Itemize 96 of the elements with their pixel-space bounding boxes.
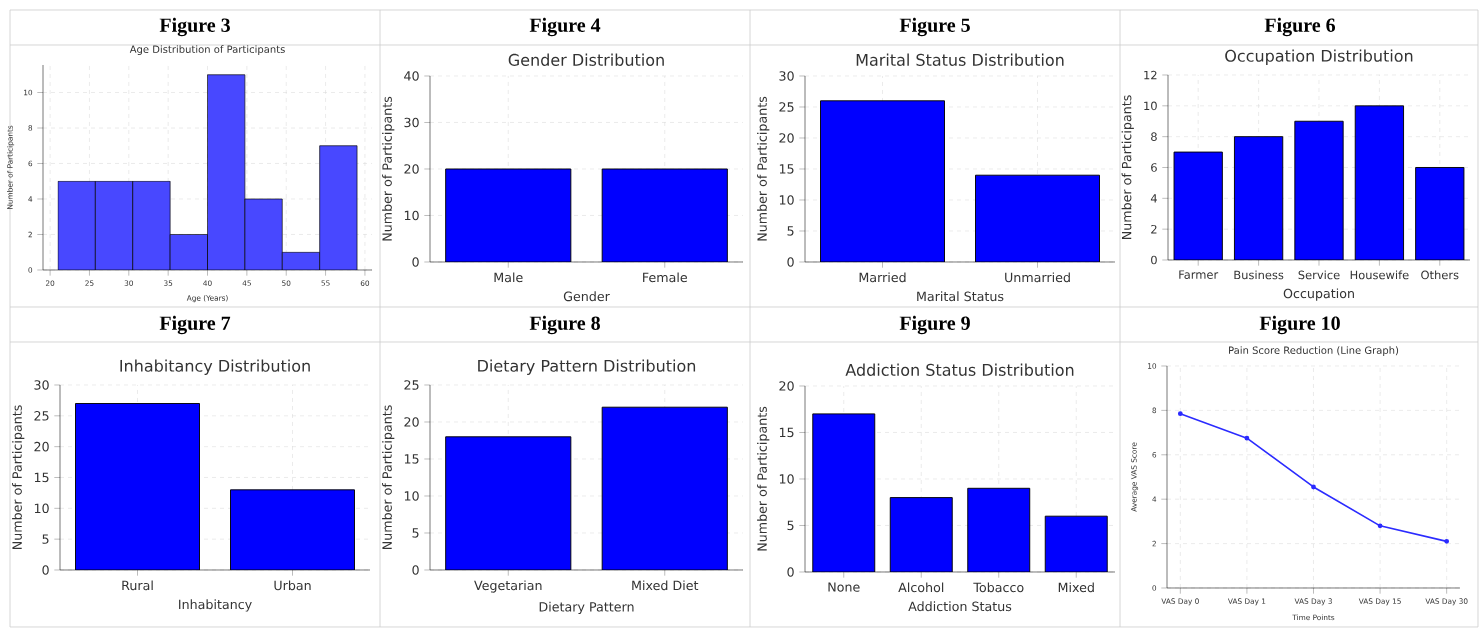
- y-axis-title: Number of Participants: [12, 405, 25, 550]
- chart-title: Figure 4: [529, 17, 601, 37]
- y-axis-title: Number of Participants: [382, 96, 395, 241]
- x-axis-title: Inhabitancy: [179, 599, 252, 612]
- chart-subtitle: Addiction Status Distribution: [845, 363, 1074, 376]
- y-axis-title: Number of Participants: [1121, 95, 1134, 240]
- y-tick-label: 4: [1150, 194, 1157, 203]
- x-tick-label: Alcohol: [898, 582, 944, 593]
- x-tick-label: Vegetarian: [474, 580, 542, 593]
- x-tick-label: Urban: [274, 580, 311, 591]
- x-tick-label: Unmarried: [1005, 272, 1070, 283]
- x-tick-label: Married: [859, 272, 906, 283]
- y-tick-label: 10: [404, 491, 419, 501]
- y-tick-label: 0: [42, 565, 49, 575]
- bar: [1173, 151, 1223, 260]
- chart-subtitle: Occupation Distribution: [1225, 49, 1413, 65]
- chart-title: Figure 5: [899, 17, 970, 37]
- y-tick-label: 15: [779, 427, 794, 438]
- chart-title: Figure 3: [159, 17, 230, 37]
- point: [1177, 411, 1183, 417]
- y-tick-label: 0: [787, 567, 794, 577]
- x-tick-label: Farmer: [1179, 270, 1219, 279]
- y-tick-label: 5: [412, 528, 419, 538]
- y-tick-label: 25: [34, 411, 49, 421]
- x-tick-label: Business: [1234, 270, 1284, 280]
- y-tick-label: 5: [787, 226, 794, 236]
- y-tick-label: 5: [42, 534, 49, 544]
- chart-subtitle: Age Distribution of Participants: [129, 45, 285, 55]
- y-tick-label: 0: [1151, 255, 1157, 265]
- y-axis-title: Number of Participants: [382, 405, 395, 550]
- chart-subtitle: Pain Score Reduction (Line Graph): [1229, 346, 1399, 356]
- point: [1377, 523, 1383, 529]
- x-tick-label: Male: [494, 272, 523, 283]
- y-tick-label: 20: [779, 381, 794, 391]
- chart-subtitle: Marital Status Distribution: [856, 53, 1064, 66]
- x-axis-title: Occupation: [1283, 288, 1354, 301]
- y-tick-label: 15: [779, 164, 794, 174]
- chart-title: Figure 6: [1264, 17, 1336, 37]
- y-tick-label: 40: [404, 71, 419, 81]
- x-tick-label: Others: [1421, 270, 1459, 280]
- y-tick-label: 10: [34, 503, 49, 514]
- y-tick-label: 12: [1144, 70, 1157, 80]
- x-tick-label: Mixed: [1058, 582, 1094, 593]
- y-tick-label: 15: [404, 454, 419, 464]
- y-tick-label: 2: [1151, 224, 1157, 234]
- y-tick-label: 30: [404, 117, 419, 128]
- y-tick-label: 10: [779, 474, 794, 484]
- x-axis-title: Gender: [563, 291, 610, 302]
- y-tick-label: 0: [787, 257, 794, 267]
- y-tick-label: 15: [34, 472, 49, 483]
- y-axis-title: Number of Participants: [757, 406, 770, 551]
- y-tick-label: 20: [404, 417, 419, 427]
- y-tick-label: 10: [1144, 101, 1157, 111]
- x-tick-label: Tobacco: [973, 582, 1024, 593]
- x-axis-title: Dietary Pattern: [539, 601, 634, 615]
- y-tick-label: 0: [412, 565, 419, 575]
- y-tick-label: 0: [412, 257, 419, 267]
- bar: [1233, 136, 1284, 260]
- x-tick-label: Housewife: [1350, 270, 1409, 280]
- y-tick-label: 8: [1151, 132, 1157, 141]
- chart-subtitle: Gender Distribution: [508, 53, 664, 66]
- chart-subtitle: Inhabitancy Distribution: [120, 359, 310, 375]
- x-axis-title: Addiction Status: [908, 601, 1012, 612]
- y-tick-label: 30: [779, 71, 794, 81]
- chart-subtitle: Dietary Pattern Distribution: [478, 359, 696, 375]
- bar: [812, 413, 876, 572]
- x-axis-title: Marital Status: [917, 291, 1004, 302]
- bar: [1415, 167, 1465, 260]
- chart-title: Figure 7: [159, 315, 231, 335]
- bar: [1354, 105, 1405, 260]
- chart-title: Figure 10: [1259, 315, 1340, 335]
- y-tick-label: 25: [404, 380, 419, 390]
- y-tick-label: 20: [779, 133, 794, 143]
- bar: [1044, 515, 1108, 572]
- y-tick-label: 30: [34, 380, 49, 390]
- bar: [889, 497, 953, 572]
- y-tick-label: 25: [779, 102, 794, 112]
- bar: [967, 487, 1031, 572]
- y-tick-label: 20: [404, 164, 419, 174]
- y-tick-label: 6: [1151, 163, 1157, 172]
- y-tick-label: 10: [404, 210, 419, 221]
- x-tick-label: Mixed Diet: [632, 580, 699, 591]
- y-tick-label: 20: [34, 441, 49, 452]
- y-tick-label: 5: [787, 520, 794, 531]
- chart-title: Figure 8: [529, 315, 600, 335]
- point: [1444, 538, 1450, 544]
- y-tick-label: 10: [779, 195, 794, 205]
- y-axis-title: Number of Participants: [757, 96, 770, 241]
- point: [1311, 484, 1316, 490]
- point: [1244, 435, 1250, 441]
- bar: [1294, 120, 1344, 260]
- x-tick-label: None: [828, 582, 860, 592]
- chart-title: Figure 9: [899, 315, 970, 335]
- x-tick-label: Service: [1298, 270, 1340, 280]
- x-tick-label: Female: [643, 272, 687, 283]
- x-tick-label: Rural: [122, 580, 153, 591]
